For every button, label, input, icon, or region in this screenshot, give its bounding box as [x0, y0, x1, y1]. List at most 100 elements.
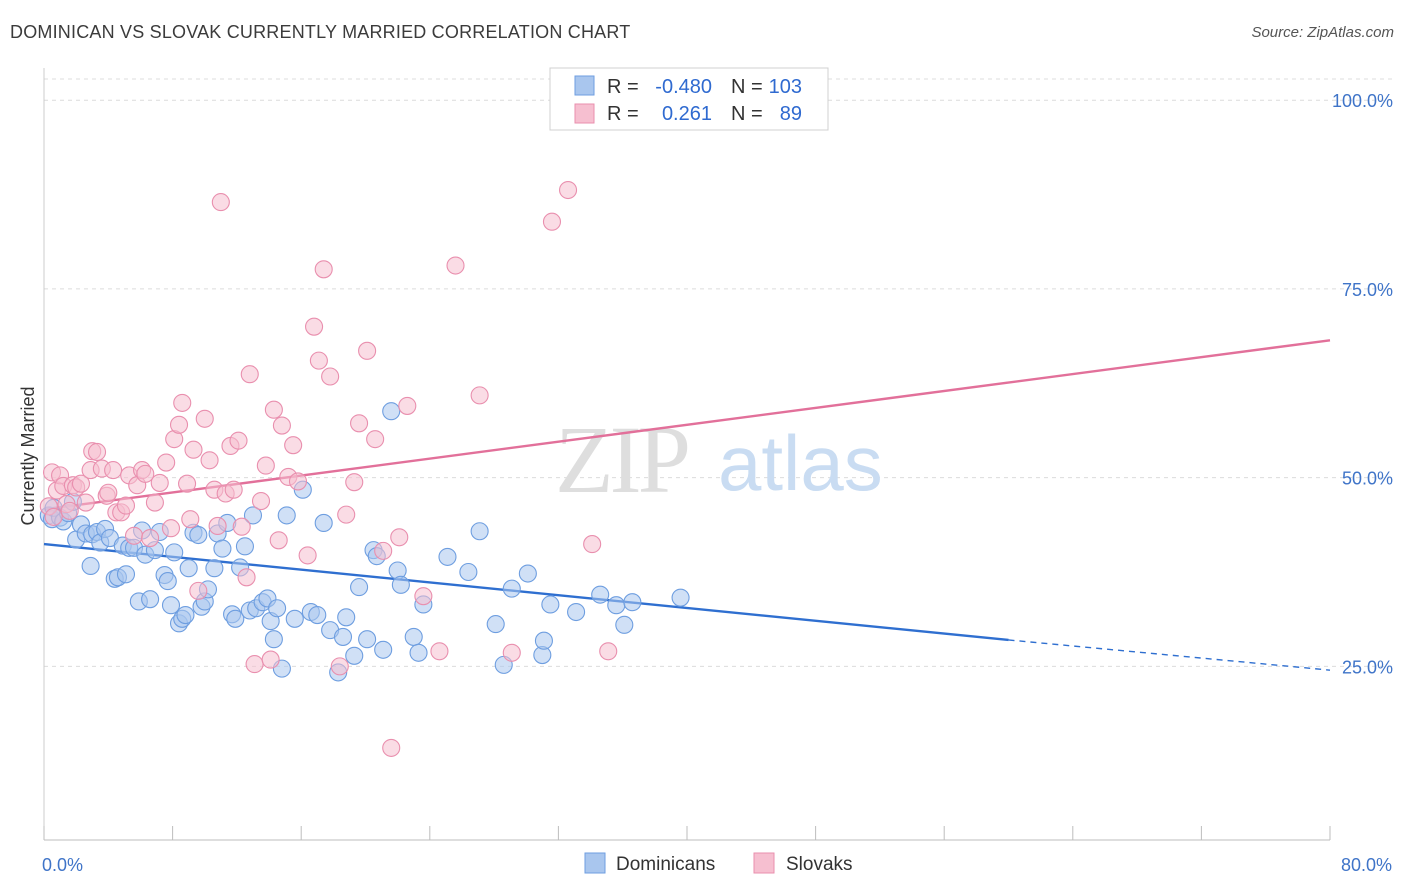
dominicans-point-66: [333, 627, 353, 646]
slovaks-point-79: [470, 386, 489, 405]
dominicans-point-62: [308, 605, 327, 625]
slovaks-point-31: [161, 519, 181, 538]
slovaks-point-49: [237, 568, 256, 587]
bottom-legend-swatch-pink: [753, 852, 775, 874]
dominicans-point-83: [486, 615, 505, 634]
legend-r-label-pink: R =: [607, 103, 639, 125]
dominicans-point-59: [285, 609, 304, 628]
dominicans-point-89: [541, 595, 560, 614]
dominicans-point-85: [502, 579, 521, 598]
dominicans-point-76: [391, 575, 410, 594]
slovaks-point-37: [184, 440, 203, 459]
bottom-legend-label-slovaks: Slovaks: [786, 854, 853, 875]
dominicans-point-70: [358, 630, 377, 649]
slovaks-point-26: [136, 464, 155, 483]
dominicans-point-56: [268, 599, 287, 618]
slovaks-point-63: [309, 351, 328, 370]
bottom-legend-swatch-blue: [584, 852, 606, 874]
y-tick-labels: 25.0% 50.0% 75.0% 100.0%: [1332, 91, 1393, 677]
slovaks-point-73: [382, 738, 401, 757]
slovaks-point-27: [141, 528, 160, 548]
dominicans-point-37: [189, 525, 208, 545]
slovaks-point-82: [558, 180, 578, 200]
slovaks-point-48: [232, 517, 251, 536]
dominicans-point-81: [459, 562, 478, 582]
slovaks-point-75: [398, 396, 417, 415]
dominicans-point-90: [567, 602, 586, 622]
slovaks-point-85: [599, 642, 618, 661]
slovaks-point-84: [583, 535, 602, 554]
slovaks-point-23: [124, 526, 144, 545]
slovaks-point-53: [256, 456, 275, 475]
watermark: ZIP atlas: [555, 406, 883, 513]
watermark-zip: ZIP: [555, 406, 688, 513]
legend-n-value-blue: 103: [769, 76, 802, 98]
dominicans-point-30: [161, 596, 181, 615]
slovaks-point-71: [366, 430, 385, 449]
dominicans-point-50: [243, 506, 263, 525]
dominicans-point-48: [235, 537, 254, 556]
dominicans-point-58: [277, 506, 296, 525]
y-tick-label-3: 100.0%: [1332, 91, 1393, 111]
dominicans-point-92: [607, 596, 626, 615]
slovaks-point-77: [430, 642, 449, 661]
bottom-legend-label-dominicans: Dominicans: [616, 854, 715, 875]
slovaks-point-18: [104, 461, 123, 480]
slovaks-point-47: [229, 431, 248, 450]
dominicans-point-93: [615, 615, 634, 634]
slovaks-point-38: [189, 581, 208, 600]
slovaks-point-39: [195, 409, 214, 428]
dominicans-point-88: [534, 631, 553, 650]
trend-lines: [43, 339, 1331, 671]
dominicans-point-82: [470, 522, 489, 541]
slovaks-point-21: [116, 496, 136, 515]
legend-r-value-blue: -0.480: [655, 76, 712, 98]
data-points: [39, 91, 690, 757]
dominicans-point-69: [350, 578, 369, 597]
slovaks-point-10: [71, 474, 91, 493]
dominicans-point-10: [81, 556, 100, 576]
y-tick-label-1: 50.0%: [1342, 469, 1393, 489]
slovaks-point-36: [181, 510, 200, 529]
slovaks-point-42: [208, 516, 227, 536]
slovaks-point-70: [358, 341, 377, 360]
watermark-atlas: atlas: [718, 419, 883, 507]
slovaks-point-29: [150, 473, 169, 492]
dominicans-point-29: [158, 572, 177, 591]
slovaks-point-46: [224, 480, 243, 499]
dominicans-point-78: [409, 643, 428, 662]
legend-swatch-pink: [574, 103, 595, 124]
x-tick-label-0: 0.0%: [42, 855, 83, 875]
slovaks-point-80: [502, 643, 521, 662]
dominicans-point-68: [345, 646, 364, 665]
slovaks-point-66: [330, 657, 349, 676]
legend-swatch-blue: [574, 75, 595, 96]
slovaks-point-35: [178, 474, 197, 493]
dominicans-point-35: [179, 559, 198, 578]
dominicans-point-34: [176, 605, 195, 625]
slovaks-point-72: [374, 541, 393, 560]
slovaks-point-62: [305, 317, 324, 336]
legend-n-label-blue: N =: [731, 76, 763, 98]
slovaks-point-28: [145, 493, 164, 512]
dominicans-point-19: [116, 565, 136, 584]
dominicans-point-74: [382, 402, 401, 421]
dominicans-point-41: [205, 559, 224, 578]
x-tick-label-1: 80.0%: [1341, 855, 1392, 875]
slovaks-point-74: [390, 528, 409, 547]
y-tick-label-2: 75.0%: [1342, 280, 1393, 300]
dominicans-trend-line: [43, 542, 1009, 642]
y-axis-label: Currently Married: [18, 386, 38, 525]
dominicans-trend-extension: [1008, 639, 1331, 671]
slovaks-point-55: [264, 400, 283, 419]
slovaks-point-61: [298, 546, 317, 565]
slovaks-point-50: [240, 365, 259, 384]
slovaks-point-64: [314, 260, 333, 279]
dominicans-point-67: [337, 608, 356, 627]
dominicans-point-94: [623, 593, 642, 612]
dominicans-point-95: [671, 588, 690, 607]
slovaks-point-59: [284, 436, 303, 455]
slovaks-point-17: [99, 483, 118, 502]
y-tick-label-0: 25.0%: [1342, 657, 1393, 677]
